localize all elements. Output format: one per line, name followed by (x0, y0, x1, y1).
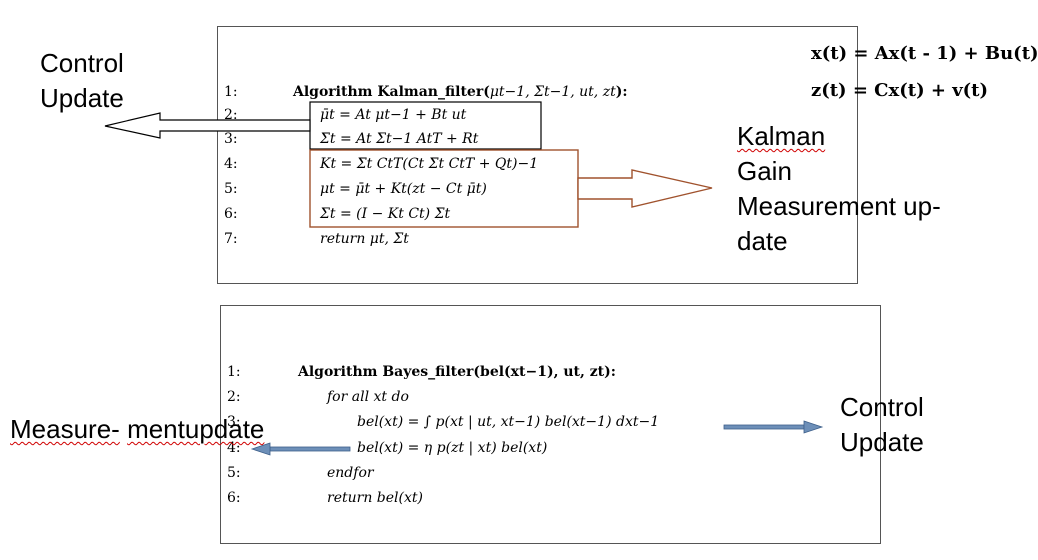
label-line: Measurement up- (737, 191, 941, 221)
measurement-update-label-bottom: Measure- mentupdate (10, 412, 264, 447)
label-line: Update (40, 83, 124, 113)
bayes-line-4: bel(xt) = η p(zt | xt) bel(xt) (357, 440, 548, 456)
label-line: Gain (737, 156, 792, 186)
bayes-line-number: 2: (227, 389, 241, 405)
label-line: Update (840, 427, 924, 457)
label-line: Control (40, 48, 124, 78)
bayes-line-number: 3: (227, 414, 241, 430)
kalman-line-number: 3: (224, 131, 238, 147)
label-line: date (737, 226, 788, 256)
kalman-header-args: μt−1, Σt−1, ut, zt (489, 84, 616, 100)
measurement-update-highlight-box (309, 149, 579, 228)
kalman-header-keyword: Algorithm Kalman_filter( (293, 84, 490, 100)
label-line: Kalman (737, 121, 826, 151)
kalman-gain-label: Kalman Gain Measurement up- date (737, 119, 941, 259)
bayes-line-number: 6: (227, 490, 241, 506)
control-update-hollow-arrow (104, 112, 311, 139)
control-update-label-top: Control Update (40, 46, 124, 116)
bayes-line-6: return bel(xt) (327, 490, 423, 506)
kalman-line-number: 6: (224, 206, 238, 222)
kalman-line-4: Kt = Σ̄t CtT(Ct Σ̄t CtT + Qt)−1 (320, 156, 539, 172)
kalman-line-number: 5: (224, 181, 238, 197)
bayes-line-number: 1: (227, 364, 241, 380)
kalman-line-6: Σt = (I − Kt Ct) Σ̄t (320, 206, 451, 222)
label-line: mentupdate (127, 414, 265, 444)
kalman-line-number: 2: (224, 107, 238, 123)
kalman-line-7: return μt, Σt (320, 231, 409, 247)
kalman-line-number: 4: (224, 156, 238, 172)
control-update-label-bottom: Control Update (840, 390, 924, 460)
state-equation: x(t) = Ax(t - 1) + Bu(t) (811, 43, 1038, 64)
control-update-highlight-box (309, 101, 542, 150)
bayes-line-number: 5: (227, 465, 241, 481)
kalman-line-5: μt = μ̄t + Kt(zt − Ct μ̄t) (320, 181, 487, 197)
bayes-line-number: 4: (227, 440, 241, 456)
kalman-gain-hollow-arrow (577, 169, 713, 208)
bayes-line-3: bel(xt) = ∫ p(xt | ut, xt−1) bel(xt−1) d… (357, 414, 660, 430)
bayes-filter-box (220, 305, 881, 544)
kalman-algorithm-header: Algorithm Kalman_filter(μt−1, Σt−1, ut, … (293, 84, 628, 100)
kalman-line-3: Σ̄t = At Σt−1 AtT + Rt (320, 131, 479, 147)
kalman-line-number: 1: (224, 84, 238, 100)
kalman-line-number: 7: (224, 231, 238, 247)
bayes-algorithm-header: Algorithm Bayes_filter(bel(xt−1), ut, zt… (298, 364, 616, 380)
bayes-line-2: for all xt do (327, 389, 409, 405)
label-line: Control (840, 392, 924, 422)
bayes-control-arrow (723, 420, 824, 434)
kalman-line-2: μ̄t = At μt−1 + Bt ut (320, 107, 467, 123)
bayes-measurement-arrow (250, 442, 351, 456)
label-line: Measure- (10, 414, 120, 444)
measurement-equation: z(t) = Cx(t) + v(t) (811, 80, 989, 101)
kalman-header-suffix: ): (615, 84, 628, 100)
bayes-line-5: endfor (327, 465, 374, 481)
kalman-filter-box (217, 26, 858, 284)
